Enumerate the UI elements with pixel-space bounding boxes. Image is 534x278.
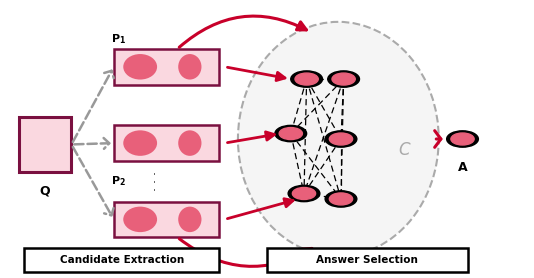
Text: A: A bbox=[458, 161, 467, 174]
Bar bbox=[19, 117, 72, 172]
Ellipse shape bbox=[178, 130, 201, 156]
Circle shape bbox=[329, 193, 352, 205]
Ellipse shape bbox=[238, 22, 439, 256]
Bar bbox=[114, 125, 219, 161]
Circle shape bbox=[295, 73, 318, 85]
Circle shape bbox=[328, 71, 359, 87]
Circle shape bbox=[325, 191, 357, 207]
Text: · · ·: · · · bbox=[150, 171, 162, 191]
Text: Candidate Extraction: Candidate Extraction bbox=[60, 255, 184, 265]
Circle shape bbox=[451, 133, 474, 145]
Circle shape bbox=[275, 125, 307, 142]
Ellipse shape bbox=[178, 207, 201, 232]
Ellipse shape bbox=[123, 130, 157, 156]
Ellipse shape bbox=[178, 54, 201, 80]
Ellipse shape bbox=[123, 54, 157, 80]
Circle shape bbox=[332, 73, 355, 85]
Ellipse shape bbox=[123, 207, 157, 232]
Bar bbox=[114, 202, 219, 237]
Circle shape bbox=[279, 128, 302, 140]
Text: $\mathbf{P_N}$: $\mathbf{P_N}$ bbox=[111, 251, 127, 264]
Text: $\mathbf{P_1}$: $\mathbf{P_1}$ bbox=[111, 33, 126, 46]
Text: $C$: $C$ bbox=[398, 141, 411, 159]
Circle shape bbox=[293, 187, 316, 200]
Circle shape bbox=[329, 133, 352, 145]
Circle shape bbox=[291, 71, 323, 87]
Circle shape bbox=[446, 131, 478, 147]
Circle shape bbox=[325, 131, 357, 147]
Text: Answer Selection: Answer Selection bbox=[317, 255, 418, 265]
Bar bbox=[114, 49, 219, 85]
Bar bbox=[267, 248, 468, 272]
Bar bbox=[24, 248, 219, 272]
Text: $\mathbf{P_2}$: $\mathbf{P_2}$ bbox=[111, 174, 126, 188]
Text: Q: Q bbox=[40, 184, 50, 197]
Circle shape bbox=[288, 185, 320, 202]
